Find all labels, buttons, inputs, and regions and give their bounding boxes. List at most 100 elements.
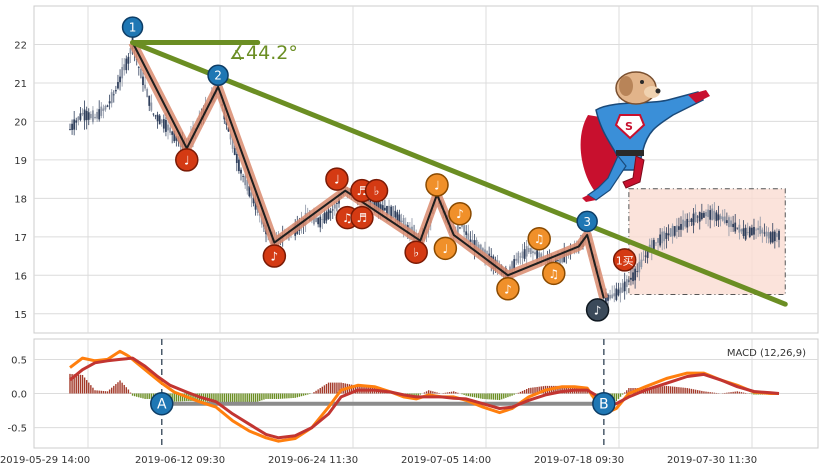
forecast-box-layer: [628, 188, 786, 296]
candle-body: [394, 210, 397, 218]
candle-body: [540, 253, 543, 259]
candle-body: [98, 109, 101, 120]
svg-text:S: S: [625, 120, 633, 133]
macd-dif-line: [69, 349, 779, 443]
candle-body: [652, 239, 655, 251]
candle-body: [688, 220, 691, 222]
macd-y-tick-label: 0.0: [11, 390, 27, 401]
price-marker-circle: [207, 64, 229, 86]
candle-body: [527, 247, 530, 253]
candle-body: [609, 294, 611, 299]
candle-body: [254, 201, 257, 210]
candle-body: [605, 292, 607, 305]
price-marker-circle: [364, 178, 389, 203]
candle-body: [246, 179, 249, 191]
candle-body: [707, 209, 709, 218]
candle-body: [607, 294, 609, 301]
superhero-dog-icon: S: [580, 71, 710, 202]
candle-body: [613, 293, 616, 297]
candle-body: [755, 229, 757, 231]
candle-body: [646, 247, 649, 258]
candle-body: [383, 207, 386, 211]
candle-body: [742, 228, 745, 236]
price-marker-circle: [433, 236, 458, 261]
macd-y-ticks: 0.5 0.0 -0.5: [7, 355, 27, 434]
x-tick-label: 2019-07-18 09:30: [534, 455, 624, 466]
candle-body: [377, 200, 380, 213]
candle-body: [71, 123, 73, 130]
candle-body: [231, 139, 234, 149]
candle-body: [252, 197, 255, 204]
candle-body: [517, 252, 520, 263]
candle-body: [79, 113, 82, 120]
candle-body: [713, 210, 716, 220]
candle-body: [173, 131, 176, 142]
candle-body: [327, 209, 330, 219]
candle-body: [515, 258, 518, 261]
zigzag-layer: [128, 40, 609, 300]
candle-body: [617, 289, 620, 296]
candle-body: [773, 231, 776, 242]
candle-body: [459, 227, 461, 229]
candle-body: [175, 135, 178, 141]
macd-marker-label: A: [157, 397, 167, 413]
price-marker-label: ♩: [334, 173, 340, 187]
price-marker-label: ♪: [504, 282, 512, 296]
candle-body: [703, 212, 705, 218]
price-marker-label: ♭: [374, 184, 380, 198]
price-marker-label: ♫: [548, 267, 559, 281]
candle-body: [519, 256, 522, 258]
candle-body: [534, 252, 536, 254]
candle-body: [85, 110, 88, 121]
candle-body: [102, 108, 105, 111]
price-marker-label: ♫: [534, 232, 545, 246]
macd-lines: [69, 349, 780, 443]
price-y-tick-label: 16: [14, 271, 27, 282]
candle-body: [778, 230, 780, 240]
candle-body: [746, 232, 749, 233]
candle-body: [323, 213, 326, 224]
candle-body: [390, 206, 393, 219]
candle-body: [315, 217, 317, 223]
price-marker-circle: [404, 240, 428, 264]
candle-body: [655, 242, 657, 244]
candle-body: [248, 186, 251, 197]
candle-body: [663, 231, 666, 242]
candle-body: [140, 68, 142, 79]
x-axis-ticks: 2019-05-29 14:00 2019-06-12 09:30 2019-06-…: [0, 455, 757, 466]
candle-body: [711, 208, 714, 221]
candle-body: [456, 224, 459, 235]
candle-body: [83, 109, 86, 121]
candle-body: [119, 76, 121, 83]
candle-body: [100, 106, 103, 116]
candle-body: [771, 231, 774, 243]
candle-body: [700, 212, 703, 220]
price-marker-circle: [325, 167, 349, 191]
candle-body: [400, 220, 403, 223]
price-markers: 1 2 3 ♩ ♪ ♩ ♫ ♬ ♬ ♭ ♭ ♩ ♩ ♪ ♪ ♫ ♫ ♪ 1买: [121, 16, 637, 322]
candle-body: [671, 225, 674, 237]
candle-body: [171, 131, 174, 135]
candle-body: [162, 119, 165, 129]
candle-body: [753, 227, 755, 235]
candle-body: [632, 272, 634, 282]
price-marker-label: ♩: [443, 242, 449, 256]
candle-body: [523, 249, 526, 259]
angle-label: ∡44.2°: [229, 42, 298, 64]
candle-body: [333, 204, 336, 209]
candle-body: [776, 233, 778, 238]
candle-body: [738, 224, 741, 233]
candle-body: [659, 234, 662, 246]
macd-y-tick-label: 0.5: [11, 355, 27, 366]
candle-body: [317, 218, 320, 225]
candle-body: [81, 112, 84, 115]
x-tick-label: 2019-06-12 09:30: [135, 455, 225, 466]
candle-body: [150, 102, 153, 111]
candle-body: [112, 94, 115, 96]
candle-body: [669, 228, 672, 237]
candle-body: [227, 127, 230, 132]
price-marker-circle: [496, 277, 520, 301]
candle-body: [89, 113, 92, 119]
candle-body: [623, 281, 626, 292]
macd-dea-line: [69, 356, 780, 440]
